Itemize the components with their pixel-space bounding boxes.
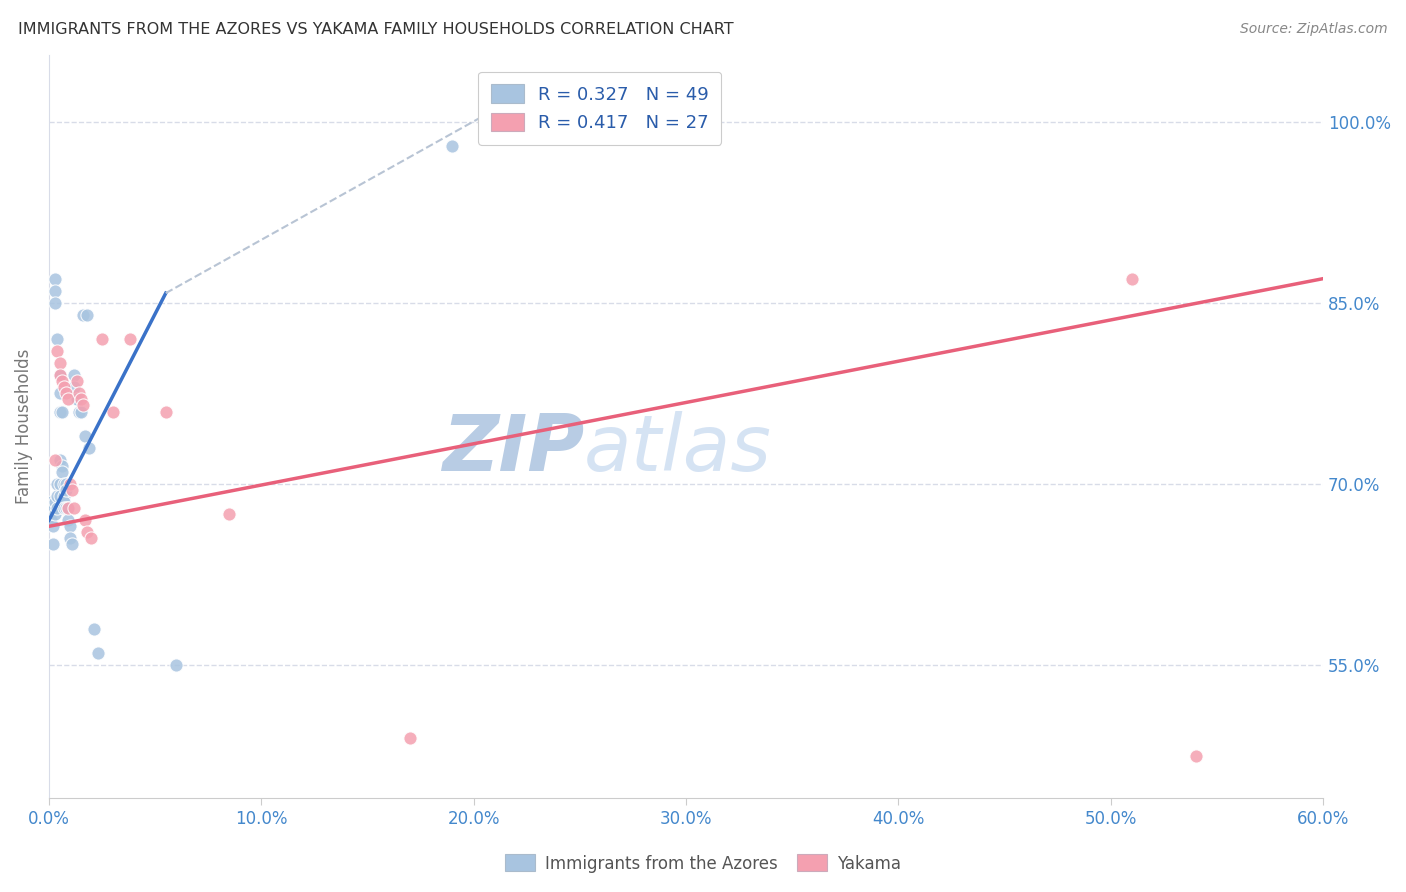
Point: [76, 525, 98, 540]
Point: [91, 332, 114, 346]
Point: [52, 495, 75, 509]
Point: [65, 392, 87, 407]
Point: [46, 344, 69, 359]
Point: [39, 495, 62, 509]
Point: [42, 537, 65, 551]
Point: [52, 489, 75, 503]
Point: [56, 392, 79, 407]
Point: [67, 404, 90, 418]
Point: [55, 477, 77, 491]
Point: [69, 404, 91, 418]
Point: [51, 404, 73, 418]
Y-axis label: Family Households: Family Households: [15, 349, 32, 504]
Point: [1184, 748, 1206, 763]
Point: [83, 622, 105, 636]
Point: [48, 386, 70, 401]
Point: [48, 368, 70, 383]
Point: [87, 646, 110, 660]
Point: [399, 731, 422, 745]
Point: [48, 489, 70, 503]
Point: [46, 477, 69, 491]
Point: [101, 404, 124, 418]
Point: [56, 513, 79, 527]
Point: [63, 501, 86, 516]
Point: [59, 532, 82, 546]
Text: Source: ZipAtlas.com: Source: ZipAtlas.com: [1240, 22, 1388, 37]
Point: [72, 308, 94, 322]
Point: [52, 501, 75, 516]
Point: [80, 532, 103, 546]
Point: [63, 368, 86, 383]
Point: [48, 368, 70, 383]
Point: [51, 465, 73, 479]
Point: [1121, 271, 1143, 285]
Point: [48, 453, 70, 467]
Legend: R = 0.327   N = 49, R = 0.417   N = 27: R = 0.327 N = 49, R = 0.417 N = 27: [478, 71, 721, 145]
Point: [67, 386, 90, 401]
Point: [118, 332, 141, 346]
Point: [63, 380, 86, 394]
Point: [60, 483, 83, 497]
Point: [52, 477, 75, 491]
Point: [155, 404, 177, 418]
Point: [46, 332, 69, 346]
Point: [69, 392, 91, 407]
Point: [55, 483, 77, 497]
Point: [76, 308, 98, 322]
Point: [46, 501, 69, 516]
Point: [218, 507, 240, 521]
Point: [72, 399, 94, 413]
Point: [46, 489, 69, 503]
Point: [65, 392, 87, 407]
Point: [39, 513, 62, 527]
Text: atlas: atlas: [583, 411, 772, 487]
Point: [48, 404, 70, 418]
Point: [56, 501, 79, 516]
Point: [55, 386, 77, 401]
Point: [44, 271, 66, 285]
Text: ZIP: ZIP: [441, 411, 583, 487]
Point: [51, 375, 73, 389]
Point: [42, 519, 65, 533]
Point: [59, 477, 82, 491]
Point: [75, 513, 97, 527]
Point: [44, 495, 66, 509]
Point: [42, 501, 65, 516]
Text: IMMIGRANTS FROM THE AZORES VS YAKAMA FAMILY HOUSEHOLDS CORRELATION CHART: IMMIGRANTS FROM THE AZORES VS YAKAMA FAM…: [18, 22, 734, 37]
Point: [79, 441, 101, 455]
Point: [59, 519, 82, 533]
Legend: Immigrants from the Azores, Yakama: Immigrants from the Azores, Yakama: [498, 847, 908, 880]
Point: [55, 501, 77, 516]
Point: [48, 477, 70, 491]
Point: [48, 356, 70, 370]
Point: [75, 428, 97, 442]
Point: [52, 380, 75, 394]
Point: [441, 138, 464, 153]
Point: [44, 284, 66, 298]
Point: [56, 501, 79, 516]
Point: [44, 453, 66, 467]
Point: [44, 507, 66, 521]
Point: [51, 458, 73, 473]
Point: [165, 658, 187, 673]
Point: [65, 375, 87, 389]
Point: [44, 295, 66, 310]
Point: [60, 537, 83, 551]
